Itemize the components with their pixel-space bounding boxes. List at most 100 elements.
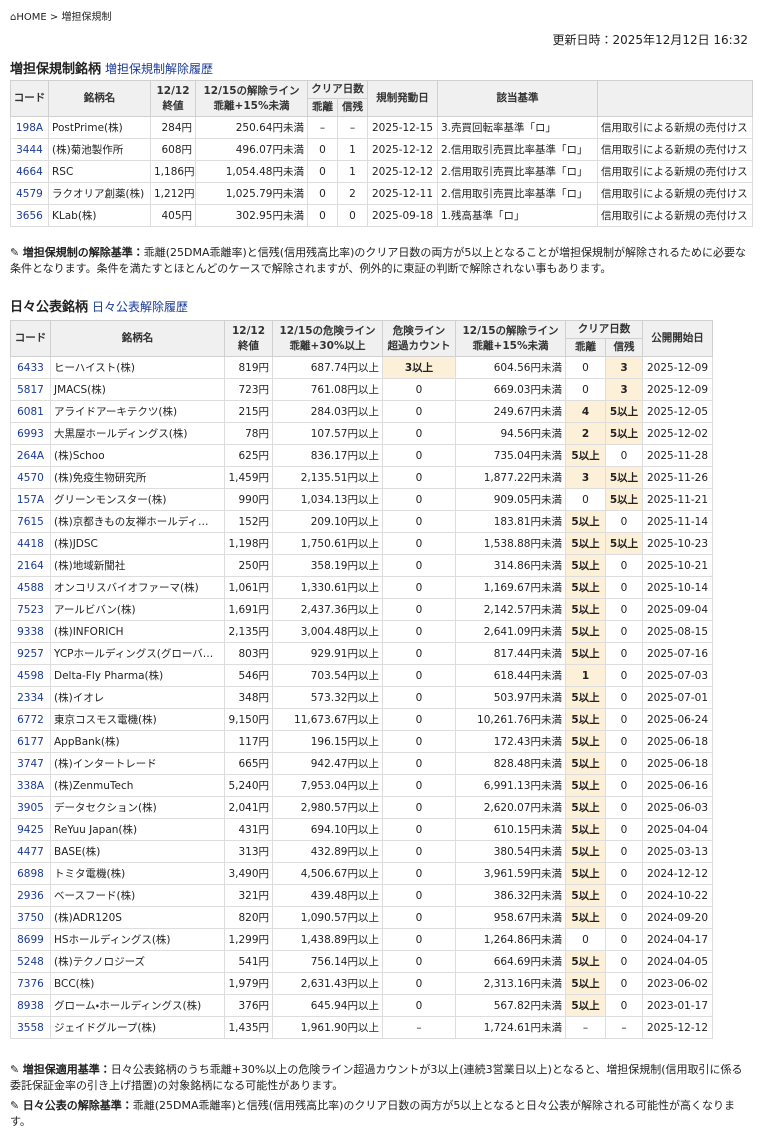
stock-code[interactable]: 6772 [10, 708, 51, 731]
stock-code[interactable]: 4418 [10, 532, 51, 555]
cell: 0 [382, 598, 456, 621]
cell: 94.56円未満 [455, 422, 566, 445]
header-text: 終値 [238, 339, 259, 352]
cell: 0 [382, 642, 456, 665]
column-header: 公開開始日 [642, 320, 713, 357]
cell: (株)免疫生物研究所 [50, 466, 225, 489]
table-row: 264A (株)Schoo 625円 836.17円以上 0 735.04円未満 5以上 0 2… [10, 444, 713, 467]
cell: ラクオリア創薬(株) [48, 182, 151, 205]
stock-code[interactable]: 4477 [10, 840, 51, 863]
table-row: 2936 ベースフード(株) 321円 439.48円以上 0 386.32円未満 5以上 0… [10, 884, 713, 907]
stock-code[interactable]: 6177 [10, 730, 51, 753]
stock-code[interactable]: 198A [10, 116, 49, 139]
stock-code[interactable]: 3444 [10, 138, 49, 161]
cell: 250.64円未満 [195, 116, 308, 139]
table-row: 3905 データセクション(株) 2,041円 2,980.57円以上 0 2,620.0… [10, 796, 713, 819]
cell: 0 [307, 182, 338, 205]
stock-code[interactable]: 6081 [10, 400, 51, 423]
column-header: 12/15の解除ライン 乖離+15%未満 [195, 80, 308, 117]
column-header: コード [10, 80, 49, 117]
cell: 2025-06-18 [642, 730, 713, 753]
stock-code[interactable]: 3558 [10, 1016, 51, 1039]
cell: 1,724.61円未満 [455, 1016, 566, 1039]
stock-code[interactable]: 4579 [10, 182, 49, 205]
stock-code[interactable]: 2936 [10, 884, 51, 907]
cell: 0 [382, 400, 456, 423]
history-link[interactable]: 増担保規制解除履歴 [105, 62, 214, 76]
stock-code[interactable]: 6993 [10, 422, 51, 445]
stock-code[interactable]: 9257 [10, 642, 51, 665]
cell: 5以上 [565, 510, 606, 533]
cell: ヒーハイスト(株) [50, 356, 225, 379]
cell: 828.48円未満 [455, 752, 566, 775]
cell: 0 [605, 444, 643, 467]
stock-code[interactable]: 2334 [10, 686, 51, 709]
stock-code[interactable]: 9338 [10, 620, 51, 643]
stock-code[interactable]: 3656 [10, 204, 49, 227]
stock-code[interactable]: 8938 [10, 994, 51, 1017]
stock-code[interactable]: 4570 [10, 466, 51, 489]
cell: 2025-09-04 [642, 598, 713, 621]
cell: ジェイドグループ(株) [50, 1016, 225, 1039]
stock-code[interactable]: 4664 [10, 160, 49, 183]
column-header: 規制発動日 [367, 80, 438, 117]
cell: 929.91円以上 [272, 642, 383, 665]
cell: 10,261.76円未満 [455, 708, 566, 731]
stock-code[interactable]: 5817 [10, 378, 51, 401]
cell: – [382, 1016, 456, 1039]
stock-code[interactable]: 7615 [10, 510, 51, 533]
cell: 2025-09-18 [367, 204, 438, 227]
cell: 0 [605, 664, 643, 687]
cell: 2025-07-16 [642, 642, 713, 665]
stock-code[interactable]: 338A [10, 774, 51, 797]
cell: 2025-06-16 [642, 774, 713, 797]
header-text: 12/15の解除ライン [462, 324, 559, 337]
header-text: 乖離+15%未満 [213, 99, 290, 112]
cell: 0 [382, 488, 456, 511]
header-text: 12/15の解除ライン [203, 84, 300, 97]
sub-header: 信残 [605, 338, 643, 357]
table-row: 6433 ヒーハイスト(株) 819円 687.74円以上 3以上 604.56円未満 0 3… [10, 356, 713, 379]
cell: 信用取引による新規の売付けス [597, 182, 753, 205]
stock-code[interactable]: 9425 [10, 818, 51, 841]
cell: 2025-10-23 [642, 532, 713, 555]
stock-code[interactable]: 3750 [10, 906, 51, 929]
title: 増担保規制銘柄 [10, 62, 102, 77]
cell: 5以上 [565, 642, 606, 665]
stock-code[interactable]: 4588 [10, 576, 51, 599]
stock-code[interactable]: 2164 [10, 554, 51, 577]
cell: 2025-12-12 [367, 160, 438, 183]
home-icon: ⌂ [10, 12, 17, 23]
stock-code[interactable]: 5248 [10, 950, 51, 973]
table-row: 4418 (株)JDSC 1,198円 1,750.61円以上 0 1,538.88円未満… [10, 532, 713, 555]
stock-code[interactable]: 6898 [10, 862, 51, 885]
stock-code[interactable]: 3747 [10, 752, 51, 775]
stock-code[interactable]: 4598 [10, 664, 51, 687]
stock-code[interactable]: 6433 [10, 356, 51, 379]
cell: 5以上 [565, 818, 606, 841]
history-link[interactable]: 日々公表解除履歴 [92, 300, 189, 314]
header-text: 12/12 [231, 324, 266, 337]
stock-code[interactable]: 264A [10, 444, 51, 467]
cell: 1,459円 [224, 466, 273, 489]
stock-code[interactable]: 7523 [10, 598, 51, 621]
cell: 665円 [224, 752, 273, 775]
cell: 5以上 [565, 884, 606, 907]
cell: 0 [605, 884, 643, 907]
table-row: 3747 (株)インタートレード 665円 942.47円以上 0 828.48円未満 5以… [10, 752, 713, 775]
stock-code[interactable]: 3905 [10, 796, 51, 819]
stock-code[interactable]: 8699 [10, 928, 51, 951]
stock-code[interactable]: 157A [10, 488, 51, 511]
header-text: コード [14, 332, 47, 344]
cell: – [307, 116, 338, 139]
header-text: 終値 [162, 99, 184, 112]
stock-code[interactable]: 7376 [10, 972, 51, 995]
cell: 4 [565, 400, 606, 423]
cell: 9,150円 [224, 708, 273, 731]
cell: 0 [382, 972, 456, 995]
cell: グリーンモンスター(株) [50, 488, 225, 511]
cell: 0 [605, 708, 643, 731]
cell: 0 [605, 686, 643, 709]
home-link[interactable]: HOME [16, 12, 47, 23]
cell: 817.44円未満 [455, 642, 566, 665]
